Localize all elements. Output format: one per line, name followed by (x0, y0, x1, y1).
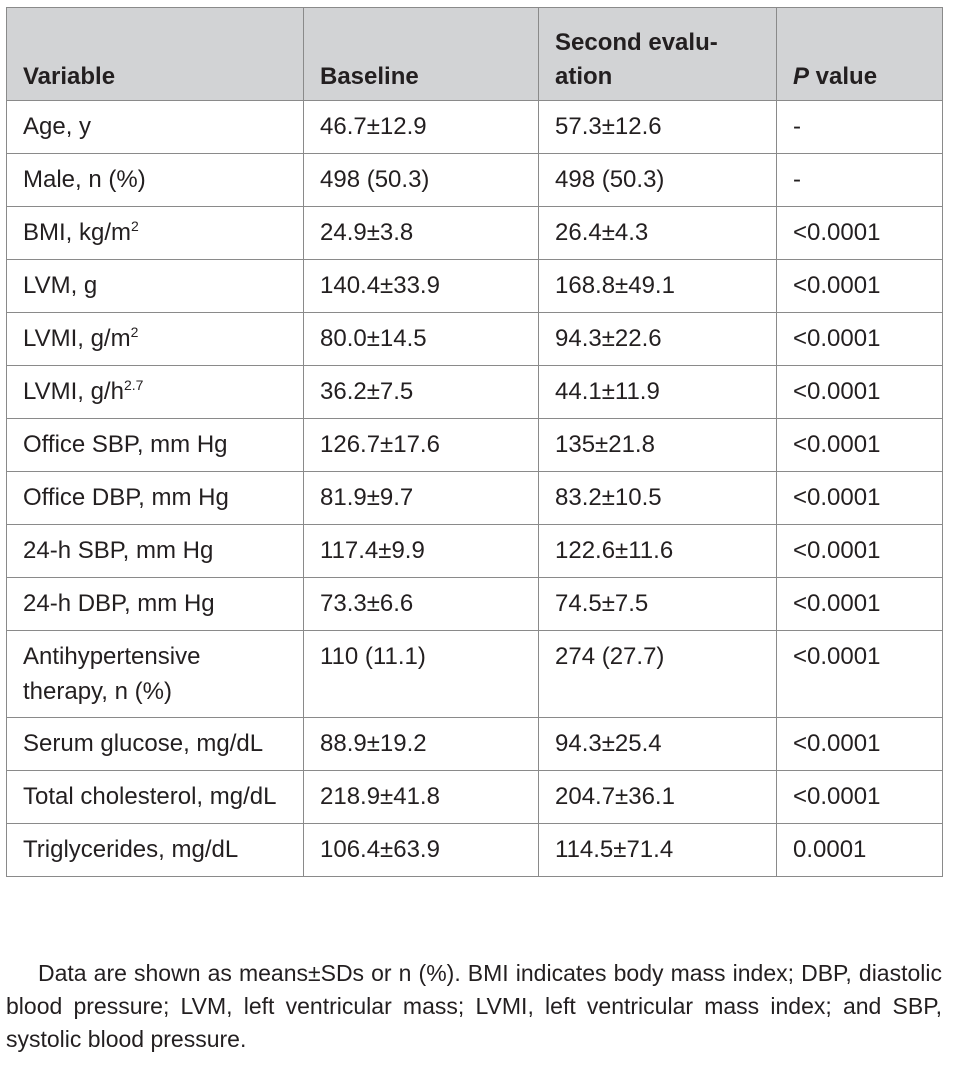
table-header: Variable Baseline Second evalu-ation P v… (6, 7, 943, 101)
cell-baseline: 498 (50.3) (303, 153, 539, 207)
cell-second-evaluation: 114.5±71.4 (538, 823, 777, 877)
cell-baseline: 73.3±6.6 (303, 577, 539, 631)
cell-baseline: 80.0±14.5 (303, 312, 539, 366)
cell-p-value: - (776, 153, 943, 207)
table-body: Age, y 46.7±12.9 57.3±12.6- Male, n (%) 498 … (6, 100, 943, 877)
cell-second-evaluation: 57.3±12.6 (538, 100, 777, 154)
cell-second-evaluation: 83.2±10.5 (538, 471, 777, 525)
cell-baseline: 140.4±33.9 (303, 259, 539, 313)
header-variable: Variable (6, 7, 304, 101)
variable-label: 24-h SBP, mm Hg (23, 537, 214, 564)
cell-variable: Serum glucose, mg/dL (6, 717, 304, 771)
cell-p-value: 0.0001 (776, 823, 943, 877)
cell-p-value: <0.0001 (776, 471, 943, 525)
cell-second-evaluation: 94.3±25.4 (538, 717, 777, 771)
variable-label: Triglycerides, mg/dL (23, 836, 239, 863)
cell-second-evaluation: 168.8±49.1 (538, 259, 777, 313)
variable-superscript: 2.7 (123, 377, 144, 393)
cell-p-value: <0.0001 (776, 577, 943, 631)
variable-label: BMI, kg/m (23, 219, 132, 246)
table-row: LVMI, g/m2 80.0±14.5 94.3±22.6 <0.0001 (6, 312, 943, 366)
cell-p-value: <0.0001 (776, 524, 943, 578)
variable-label: Office SBP, mm Hg (23, 431, 228, 458)
variable-superscript: 2 (131, 218, 139, 234)
table-footnote: Data are shown as means±SDs or n (%). BM… (6, 960, 942, 1052)
cell-baseline: 126.7±17.6 (303, 418, 539, 472)
table-row: Male, n (%) 498 (50.3) 498 (50.3) - (6, 153, 943, 207)
cell-baseline: 46.7±12.9 (303, 100, 539, 154)
variable-label: LVMI, g/m (23, 325, 131, 352)
cell-p-value: <0.0001 (776, 259, 943, 313)
cell-second-evaluation: 26.4±4.3 (538, 206, 777, 260)
table-container: Variable Baseline Second evalu-ation P v… (6, 7, 943, 877)
cell-variable: Age, y (6, 100, 304, 154)
variable-label: Serum glucose, mg/dL (23, 730, 264, 757)
variable-label: Male, n (%) (23, 166, 146, 193)
table-row: Age, y 46.7±12.9 57.3±12.6- (6, 100, 943, 154)
cell-variable: Antihypertensive therapy, n (%) (6, 630, 304, 718)
table-row: Serum glucose, mg/dL 88.9±19.2 94.3±25.4 <0… (6, 717, 943, 771)
table-row: Office DBP, mm Hg 81.9±9.7 83.2±10.5 <0.000… (6, 471, 943, 525)
cell-p-value: <0.0001 (776, 770, 943, 824)
cell-baseline: 88.9±19.2 (303, 717, 539, 771)
data-table: Variable Baseline Second evalu-ation P v… (6, 7, 943, 877)
header-p-value: P value (776, 7, 943, 101)
cell-variable: Office SBP, mm Hg (6, 418, 304, 472)
cell-variable: LVMI, g/m2 (6, 312, 304, 366)
cell-second-evaluation: 498 (50.3) (538, 153, 777, 207)
cell-second-evaluation: 94.3±22.6 (538, 312, 777, 366)
cell-baseline: 36.2±7.5 (303, 365, 539, 419)
cell-second-evaluation: 74.5±7.5 (538, 577, 777, 631)
table-row: 24-h SBP, mm Hg 117.4±9.9 122.6±11.6 <0.000… (6, 524, 943, 578)
cell-variable: Total cholesterol, mg/dL (6, 770, 304, 824)
header-row: Variable Baseline Second evalu-ation P v… (6, 7, 943, 101)
cell-variable: 24-h SBP, mm Hg (6, 524, 304, 578)
cell-baseline: 218.9±41.8 (303, 770, 539, 824)
cell-variable: LVMI, g/h2.7 (6, 365, 304, 419)
cell-p-value: - (776, 100, 943, 154)
cell-baseline: 106.4±63.9 (303, 823, 539, 877)
table-row: Antihypertensive therapy, n (%) 110 (11.1… (6, 630, 943, 718)
table-row: Triglycerides, mg/dL 106.4±63.9 114.5±71.4… (6, 823, 943, 877)
cell-second-evaluation: 135±21.8 (538, 418, 777, 472)
cell-second-evaluation: 274 (27.7) (538, 630, 777, 718)
header-second-evaluation: Second evalu-ation (538, 7, 777, 101)
cell-p-value: <0.0001 (776, 206, 943, 260)
header-p-italic: P (793, 63, 810, 90)
cell-baseline: 81.9±9.7 (303, 471, 539, 525)
cell-baseline: 117.4±9.9 (303, 524, 539, 578)
cell-variable: BMI, kg/m2 (6, 206, 304, 260)
cell-p-value: <0.0001 (776, 630, 943, 718)
cell-p-value: <0.0001 (776, 312, 943, 366)
variable-label: LVM, g (23, 272, 98, 299)
variable-label: Office DBP, mm Hg (23, 484, 229, 511)
cell-second-evaluation: 122.6±11.6 (538, 524, 777, 578)
variable-superscript: 2 (130, 324, 139, 340)
header-baseline: Baseline (303, 7, 539, 101)
cell-p-value: <0.0001 (776, 365, 943, 419)
cell-p-value: <0.0001 (776, 717, 943, 771)
cell-variable: Office DBP, mm Hg (6, 471, 304, 525)
variable-label: LVMI, g/h (23, 378, 124, 405)
table-row: 24-h DBP, mm Hg 73.3±6.6 74.5±7.5 <0.0001 (6, 577, 943, 631)
table-row: LVMI, g/h2.7 36.2±7.5 44.1±11.9 <0.0001 (6, 365, 943, 419)
header-p-rest: value (809, 63, 878, 90)
cell-variable: Male, n (%) (6, 153, 304, 207)
table-row: Office SBP, mm Hg 126.7±17.6 135±21.8 <0.00… (6, 418, 943, 472)
variable-label: 24-h DBP, mm Hg (23, 590, 215, 617)
cell-variable: Triglycerides, mg/dL (6, 823, 304, 877)
cell-baseline: 24.9±3.8 (303, 206, 539, 260)
cell-second-evaluation: 44.1±11.9 (538, 365, 777, 419)
cell-variable: 24-h DBP, mm Hg (6, 577, 304, 631)
variable-label: Total cholesterol, mg/dL (23, 783, 277, 810)
variable-label: Age, y (23, 113, 92, 140)
cell-variable: LVM, g (6, 259, 304, 313)
cell-p-value: <0.0001 (776, 418, 943, 472)
table-row: Total cholesterol, mg/dL 218.9±41.8 204.7±… (6, 770, 943, 824)
cell-second-evaluation: 204.7±36.1 (538, 770, 777, 824)
cell-baseline: 110 (11.1) (303, 630, 539, 718)
variable-label: Antihypertensive therapy, n (%) (23, 643, 201, 705)
table-row: LVM, g 140.4±33.9 168.8±49.1 <0.0001 (6, 259, 943, 313)
table-row: BMI, kg/m2 24.9±3.8 26.4±4.3 <0.0001 (6, 206, 943, 260)
